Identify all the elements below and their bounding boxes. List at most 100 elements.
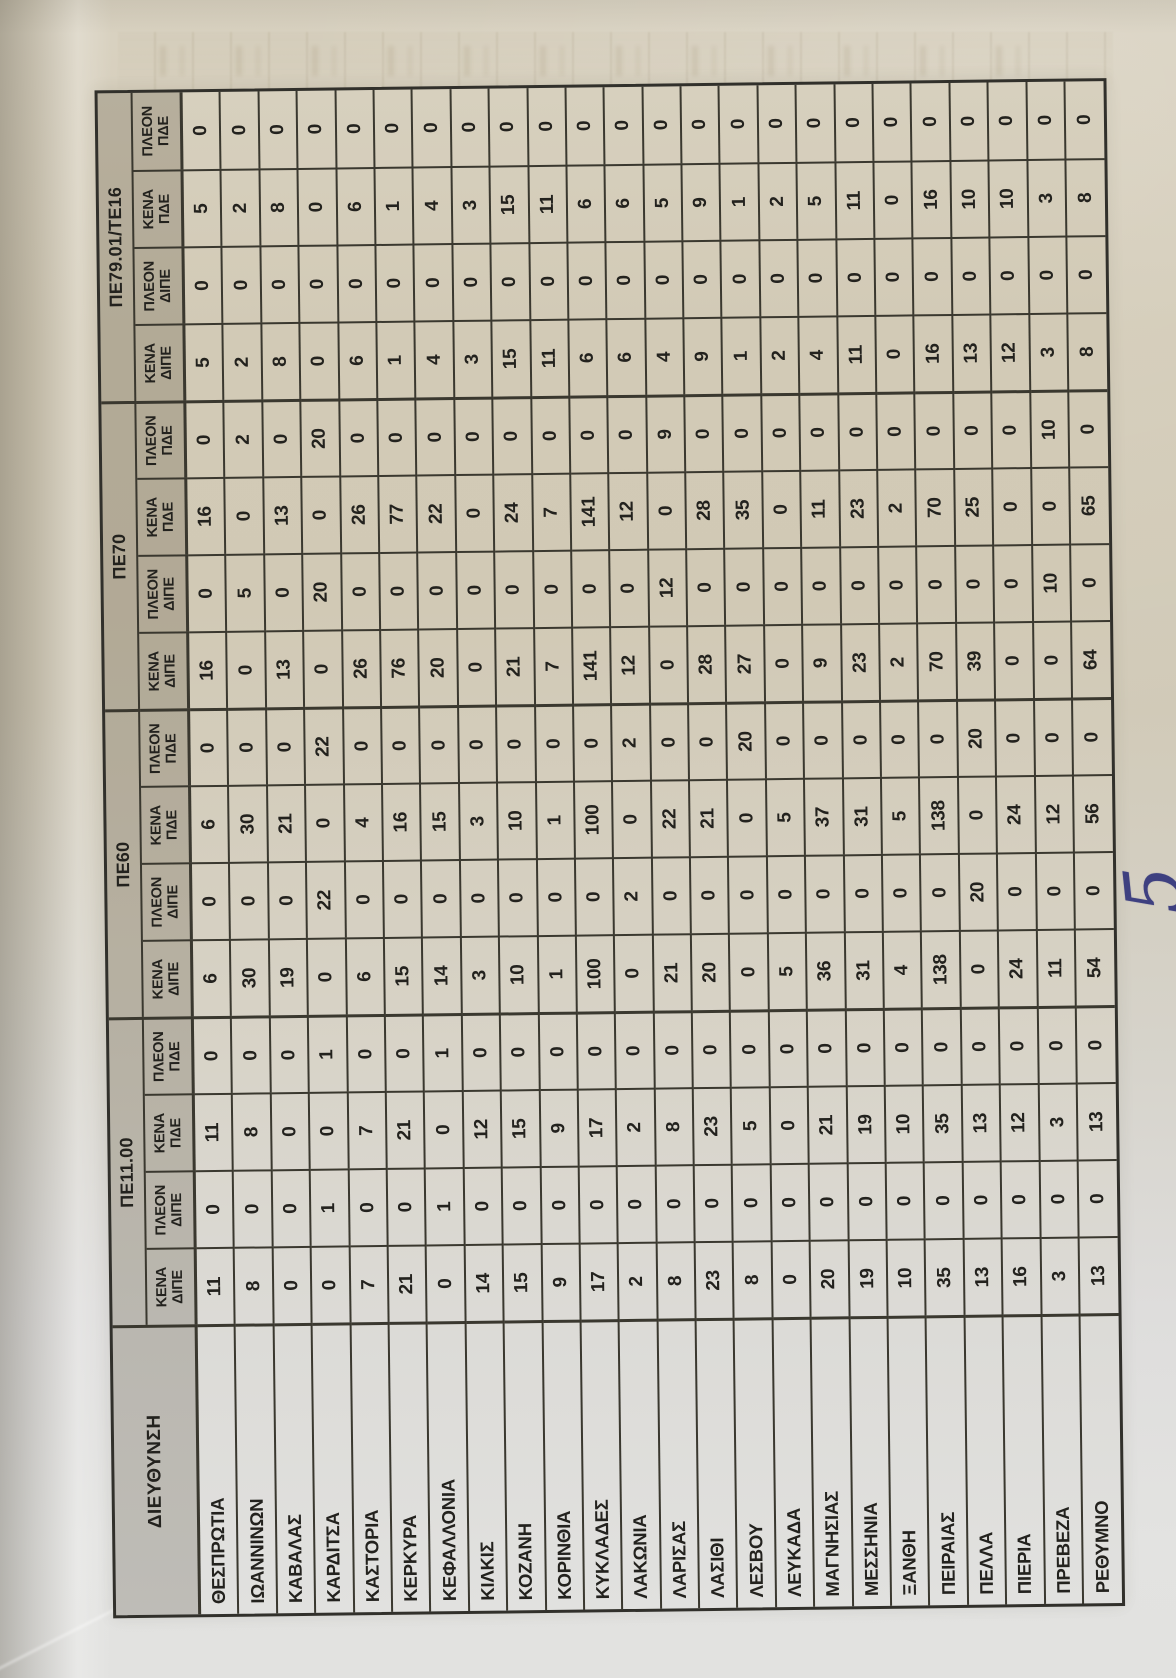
data-cell: 0 [963,1160,1003,1238]
data-cell: 0 [304,629,344,707]
data-cell: 0 [990,236,1030,314]
data-cell: 0 [652,856,692,934]
data-cell: 24 [999,928,1039,1007]
subheader-line: ΔΙΠΕ [165,962,183,997]
row-label: ΛΑΣΙΘΙ [696,1317,739,1609]
data-cell: 0 [349,1167,389,1246]
data-cell: 31 [843,776,883,855]
data-cell: 22 [307,860,347,938]
subheader-line: ΠΔΕ [166,1041,184,1072]
data-cell: 0 [579,1165,619,1243]
subheader-line: ΠΛΕΟΝ [147,723,165,775]
row-label: ΠΕΙΡΑΙΑΣ [926,1314,969,1606]
subheader-cell: ΚΕΝΑ ΠΔΕ [141,785,192,863]
bleed-through-text [150,46,1050,76]
data-cell: 0 [683,239,723,318]
data-cell: 0 [994,544,1034,622]
data-cell: 0 [764,623,805,702]
data-cell: 141 [573,626,613,704]
data-cell: 0 [919,698,959,777]
data-cell: 0 [1033,620,1073,698]
data-cell: 2 [878,468,918,546]
data-cell: 9 [540,1088,580,1167]
data-cell: 10 [887,1238,927,1316]
subheader-cell: ΠΛΕΟΝ ΔΙΠΕ [134,246,186,324]
data-cell: 30 [231,938,271,1016]
data-cell: 17 [580,1242,620,1320]
data-cell: 0 [728,778,768,856]
subheader-line: ΔΙΠΕ [168,1193,185,1228]
data-cell: 21 [808,1085,849,1163]
data-cell: 70 [916,467,956,546]
data-cell: 0 [988,82,1029,160]
data-cell: 0 [882,853,923,931]
row-label: ΠΙΕΡΙΑ [1003,1313,1046,1605]
data-cell: 11 [1037,928,1077,1006]
data-cell: 7 [348,1090,388,1169]
data-cell: 0 [610,548,650,627]
data-cell: 0 [844,853,884,932]
row-label: ΞΑΝΘΗ [888,1315,931,1606]
data-cell: 0 [647,471,688,549]
data-cell: 6 [346,936,386,1015]
data-cell: 0 [960,929,1000,1007]
data-cell: 15 [501,1089,542,1167]
data-cell: 0 [643,86,683,164]
row-label: ΘΕΣΠΡΩΤΙΑ [197,1323,240,1615]
data-cell: 11 [530,318,571,397]
data-cell: 0 [337,243,378,322]
data-cell: 1 [308,1014,349,1092]
data-cell: 13 [962,1083,1002,1161]
data-cell: 7 [534,626,574,705]
subheader-line: ΠΔΕ [162,733,180,764]
subheader-line: ΔΙΠΕ [169,1270,186,1305]
data-cell: 0 [952,236,992,314]
data-cell: 138 [920,775,960,854]
data-cell: 0 [692,1009,733,1088]
data-cell: 0 [721,239,762,317]
data-cell: 0 [1071,543,1111,621]
group-header: ΠΕ11.00 [108,1016,148,1326]
data-cell: 2 [617,1087,657,1166]
data-cell: 10 [499,935,540,1013]
data-cell: 0 [645,240,685,318]
data-cell: 0 [1027,81,1067,160]
subheader-line: ΠΛΕΟΝ [141,260,159,312]
data-cell: 6 [569,318,609,396]
data-cell: 0 [300,321,340,399]
data-cell: 22 [305,706,345,784]
data-cell: 0 [687,547,727,626]
data-cell: 0 [188,553,228,632]
subheader-line: ΠΛΕΟΝ [145,568,163,620]
subheader-line: ΚΕΝΑ [146,650,164,692]
handwritten-page-number: 5 [1106,852,1176,927]
data-cell: 3 [461,935,501,1014]
data-cell: 0 [842,699,882,778]
data-cell: 0 [261,244,301,323]
data-cell: 0 [616,1010,656,1089]
data-cell: 0 [772,1239,812,1318]
data-cell: 0 [345,859,385,938]
data-cell: 9 [682,162,722,241]
data-cell: 0 [765,700,806,779]
data-cell: 0 [762,392,802,471]
data-cell: 15 [503,1243,544,1321]
paper-top-shade [0,0,1176,34]
data-cell: 3 [454,319,494,398]
data-cell: 0 [422,859,462,937]
data-cell: 20 [303,552,343,630]
table-corner-header: ΔΙΕΥΘΥΝΣΗ [112,1324,202,1616]
data-cell: 13 [265,629,306,708]
data-cell: 15 [492,319,532,397]
data-cell: 0 [232,1015,272,1093]
data-cell: 16 [187,476,227,555]
data-cell: 0 [306,783,346,861]
data-cell: 1 [722,316,763,394]
subheader-line: ΠΔΕ [167,1117,184,1149]
data-cell: 23 [695,1240,736,1319]
data-cell: 0 [529,241,570,320]
data-cell: 0 [497,704,537,782]
data-cell: 0 [272,1168,312,1247]
data-cell: 0 [915,390,956,469]
data-cell: 19 [269,937,309,1016]
